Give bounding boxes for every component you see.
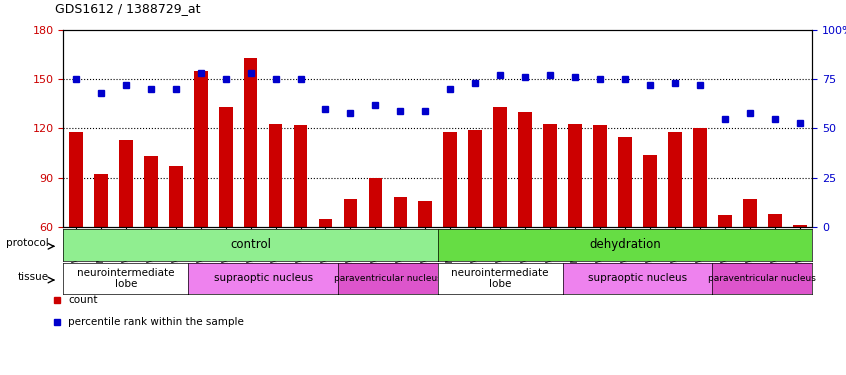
Text: dehydration: dehydration	[589, 238, 661, 251]
Bar	[419, 201, 432, 227]
Bar	[343, 199, 357, 227]
Bar	[443, 132, 457, 227]
Text: neurointermediate
lobe: neurointermediate lobe	[452, 268, 549, 289]
Bar	[743, 199, 756, 227]
Bar	[569, 123, 582, 227]
Bar	[643, 154, 656, 227]
Bar	[219, 107, 233, 227]
Bar	[194, 71, 207, 227]
Text: supraoptic nucleus: supraoptic nucleus	[213, 273, 313, 284]
Text: count: count	[69, 296, 98, 306]
Bar	[693, 128, 706, 227]
Bar	[119, 140, 133, 227]
Text: tissue: tissue	[18, 272, 48, 282]
Bar	[269, 123, 283, 227]
Bar	[94, 174, 107, 227]
Bar	[493, 107, 507, 227]
Bar	[618, 136, 632, 227]
Text: neurointermediate
lobe: neurointermediate lobe	[77, 268, 174, 289]
Text: control: control	[230, 238, 271, 251]
Text: supraoptic nucleus: supraoptic nucleus	[588, 273, 687, 284]
Bar	[169, 166, 183, 227]
Text: paraventricular nucleus: paraventricular nucleus	[334, 274, 442, 283]
Bar	[768, 214, 782, 227]
Text: GDS1612 / 1388729_at: GDS1612 / 1388729_at	[55, 2, 201, 15]
Bar	[144, 156, 157, 227]
Bar	[668, 132, 682, 227]
Bar	[319, 219, 332, 227]
Text: protocol: protocol	[6, 238, 48, 248]
Bar	[294, 125, 307, 227]
Text: percentile rank within the sample: percentile rank within the sample	[69, 317, 244, 327]
Bar	[393, 197, 407, 227]
Bar	[69, 132, 83, 227]
Bar	[244, 58, 257, 227]
Bar	[793, 225, 806, 227]
Bar	[543, 123, 557, 227]
Text: paraventricular nucleus: paraventricular nucleus	[708, 274, 816, 283]
Bar	[369, 178, 382, 227]
Bar	[469, 130, 482, 227]
Bar	[718, 215, 732, 227]
Bar	[519, 112, 532, 227]
Bar	[593, 125, 607, 227]
